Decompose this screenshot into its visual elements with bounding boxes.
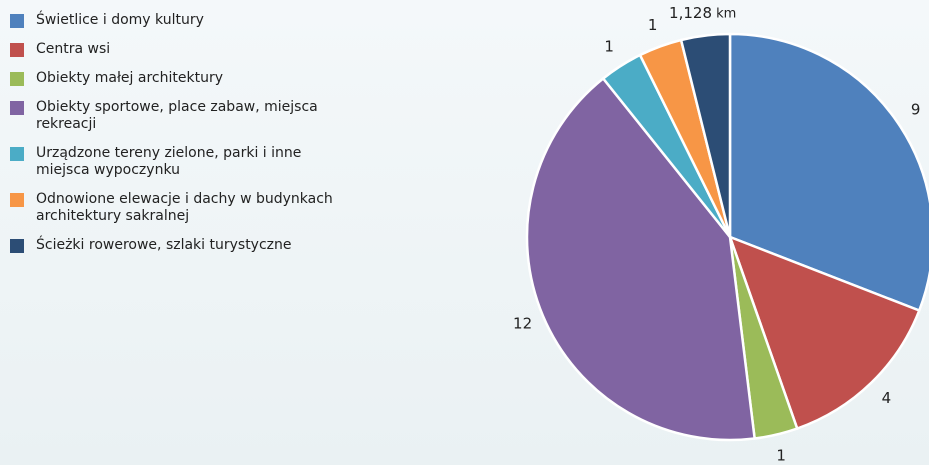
legend-swatch — [10, 72, 24, 86]
legend-item: Odnowione elewacje i dachy w budynkach ar… — [10, 191, 370, 225]
legend-label: Ścieżki rowerowe, szlaki turystyczne — [36, 237, 292, 253]
data-label: 1 — [648, 16, 658, 34]
legend-swatch — [10, 43, 24, 57]
pie-slice — [728, 32, 929, 312]
data-label: 1 — [604, 38, 614, 56]
data-label: 9 — [911, 100, 921, 118]
legend-item: Centra wsi — [10, 41, 370, 58]
legend-swatch — [10, 239, 24, 253]
data-label-unit: km — [712, 6, 736, 21]
legend-item: Ścieżki rowerowe, szlaki turystyczne — [10, 237, 370, 254]
legend-label: Obiekty sportowe, place zabaw, miejsca re… — [36, 99, 318, 132]
legend-label: Centra wsi — [36, 41, 111, 57]
legend-label: Odnowione elewacje i dachy w budynkach ar… — [36, 191, 333, 224]
data-label: 12 — [513, 315, 532, 333]
pie-slice — [728, 235, 921, 430]
data-label: 1 — [776, 447, 786, 465]
legend-swatch — [10, 147, 24, 161]
data-label: 4 — [882, 389, 892, 407]
legend-item: Obiekty małej architektury — [10, 70, 370, 87]
chart-legend: Świetlice i domy kultury Centra wsi Obiekt… — [10, 12, 370, 266]
legend-item: Świetlice i domy kultury — [10, 12, 370, 29]
legend-label: Urządzone tereny zielone, parki i inne mi… — [36, 145, 302, 178]
pie-slice — [525, 77, 756, 442]
data-label: 1,128 km — [669, 4, 736, 22]
legend-label: Świetlice i domy kultury — [36, 12, 204, 28]
legend-item: Obiekty sportowe, place zabaw, miejsca re… — [10, 99, 370, 133]
legend-item: Urządzone tereny zielone, parki i inne mi… — [10, 145, 370, 179]
legend-swatch — [10, 101, 24, 115]
legend-label: Obiekty małej architektury — [36, 70, 223, 86]
legend-swatch — [10, 14, 24, 28]
pie-slice — [679, 32, 732, 239]
legend-swatch — [10, 193, 24, 207]
